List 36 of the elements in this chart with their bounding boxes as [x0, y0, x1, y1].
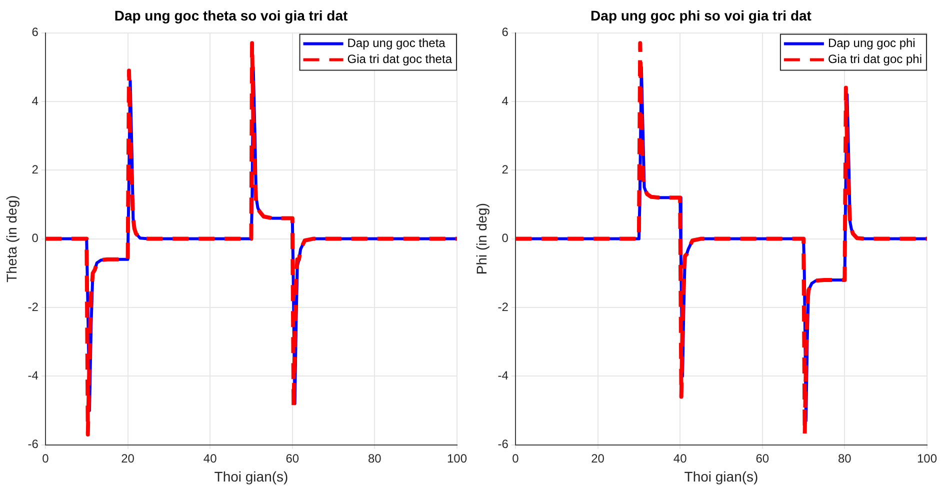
x-tick-label: 0	[42, 451, 50, 466]
y-tick-label: 2	[502, 162, 509, 176]
legend-label: Dap ung goc phi	[828, 36, 916, 50]
x-tick-label: 100	[916, 451, 938, 466]
y-tick-label: 6	[502, 25, 509, 40]
x-tick-label: 0	[512, 451, 520, 466]
y-tick-label: -4	[28, 368, 39, 382]
y-tick-label: 6	[32, 25, 39, 40]
y-tick-label: 2	[32, 162, 39, 176]
x-tick-label: 20	[121, 451, 135, 466]
x-axis-title: Thoi gian(s)	[214, 468, 288, 484]
y-tick-label: -2	[28, 300, 39, 314]
legend-label: Dap ung goc theta	[347, 36, 446, 50]
chart-title: Dap ung goc phi so voi gia tri dat	[590, 7, 812, 24]
legend-label: Gia tri dat goc phi	[828, 52, 922, 66]
chart-title: Dap ung goc theta so voi gia tri dat	[114, 7, 348, 24]
y-tick-label: -4	[498, 368, 509, 382]
legend-label: Gia tri dat goc theta	[347, 52, 452, 66]
x-tick-label: 100	[446, 451, 468, 466]
x-tick-label: 40	[673, 451, 688, 466]
x-tick-label: 80	[838, 451, 852, 466]
x-axis-title: Thoi gian(s)	[684, 468, 758, 484]
y-tick-label: 4	[32, 94, 39, 108]
y-tick-label: -2	[498, 300, 509, 314]
x-tick-label: 40	[203, 451, 218, 466]
y-tick-label: -6	[28, 437, 39, 452]
y-axis-title: Phi (in deg)	[473, 203, 490, 275]
x-tick-label: 20	[591, 451, 605, 466]
y-axis-title: Theta (in deg)	[3, 195, 20, 282]
y-tick-label: 4	[502, 94, 509, 108]
y-tick-label: 0	[32, 231, 39, 246]
x-tick-label: 60	[286, 451, 300, 466]
y-tick-label: -6	[498, 437, 509, 452]
y-tick-label: 0	[502, 231, 509, 246]
x-tick-label: 80	[368, 451, 382, 466]
x-tick-label: 60	[756, 451, 770, 466]
